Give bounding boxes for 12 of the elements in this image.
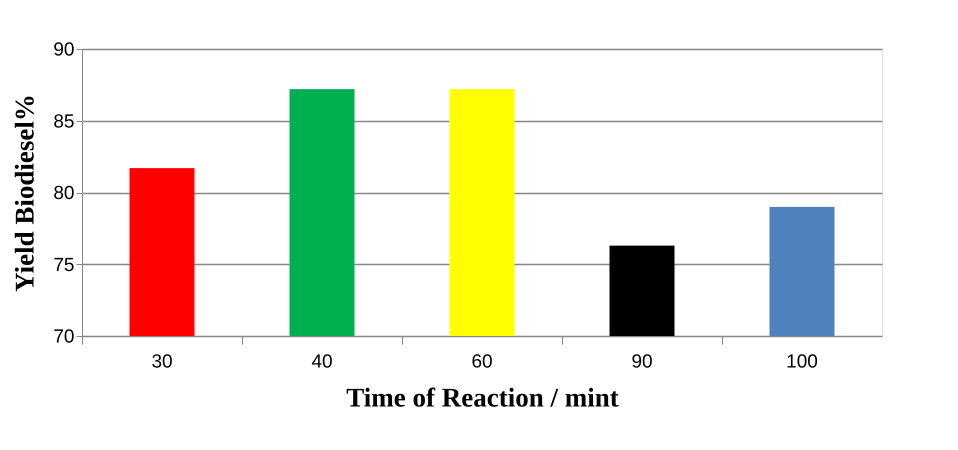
x-tick-label: 60 [471,352,493,372]
x-tick-label: 90 [631,352,653,372]
y-tick-label: 75 [53,254,74,276]
x-tick-label: 100 [786,352,818,372]
y-tick-label: 80 [53,183,74,204]
y-tick-label: 85 [53,111,74,132]
x-tick-label: 30 [151,352,173,372]
y-tick-label: 90 [53,40,74,60]
y-tick-label: 70 [53,326,74,348]
x-axis-title: Time of Reaction / mint [346,382,619,412]
y-axis-title: Yield Biodiesel% [9,94,40,292]
x-tick-label: 40 [311,352,333,372]
